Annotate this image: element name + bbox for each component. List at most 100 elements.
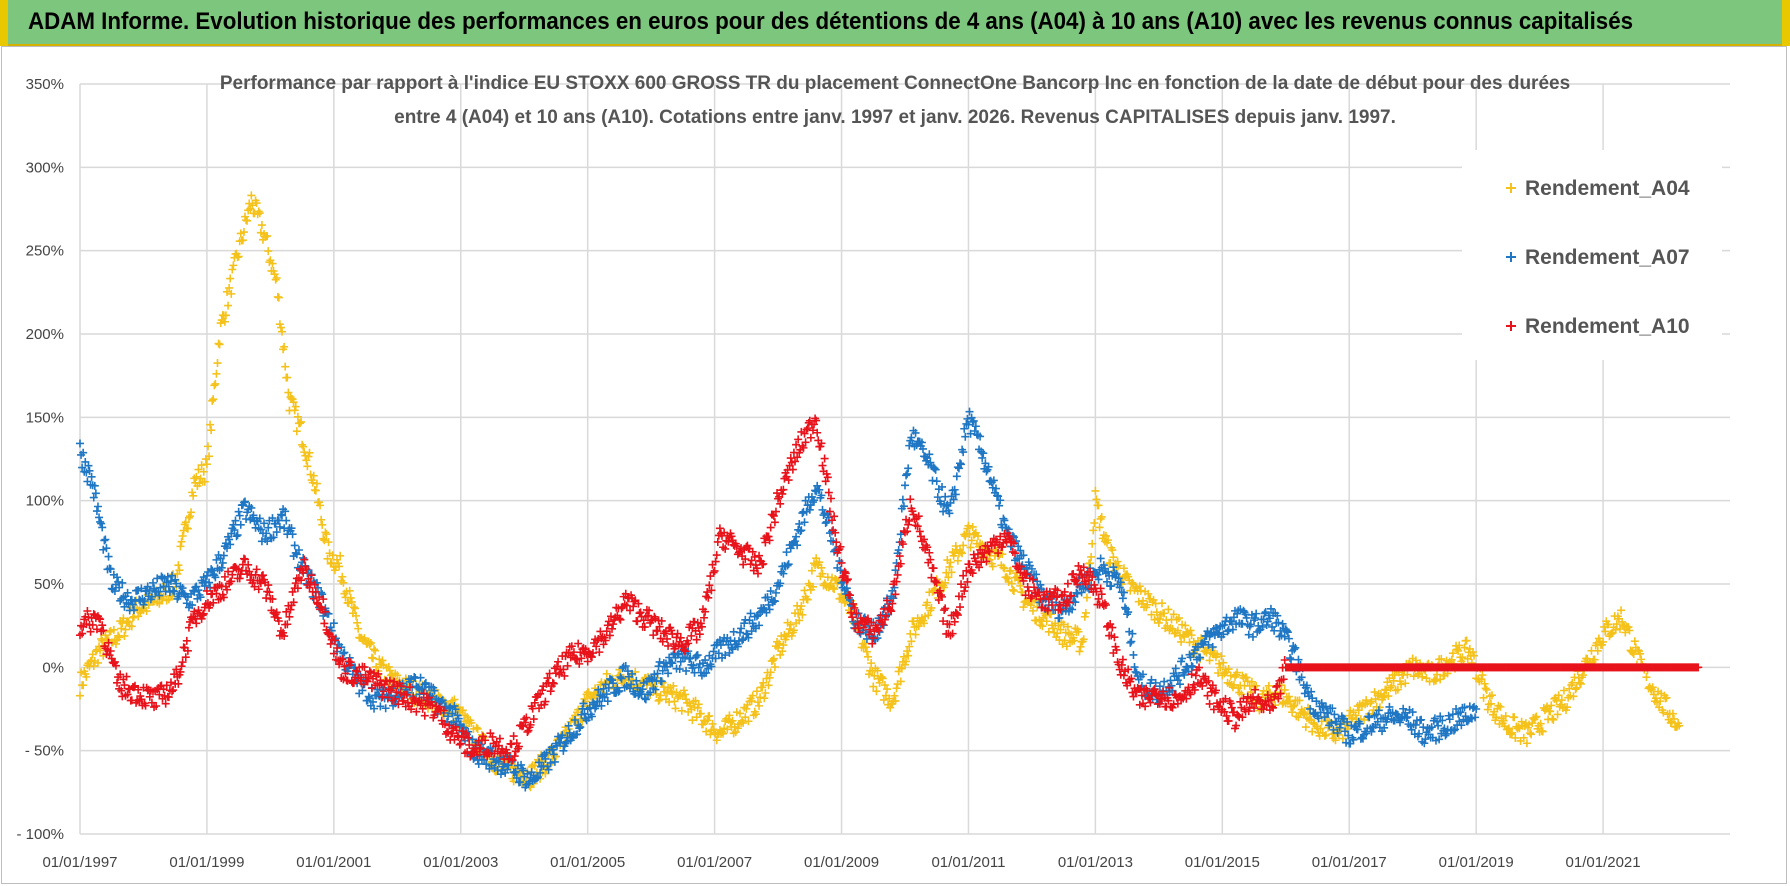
data-point <box>1165 683 1174 692</box>
data-point <box>982 557 991 566</box>
data-point <box>671 704 680 713</box>
data-point <box>874 626 883 635</box>
data-point <box>975 563 984 572</box>
data-point <box>797 602 806 611</box>
data-point <box>957 548 966 557</box>
data-point <box>945 562 954 571</box>
data-point <box>705 711 714 720</box>
data-point <box>430 686 439 695</box>
data-point <box>187 508 196 517</box>
data-point <box>1234 711 1243 720</box>
data-point <box>1510 713 1519 722</box>
data-point <box>1458 653 1467 662</box>
data-point <box>420 711 429 720</box>
data-point <box>938 482 947 491</box>
data-point <box>1258 622 1267 631</box>
data-point <box>819 511 828 520</box>
data-point <box>110 657 119 666</box>
data-point <box>584 688 593 697</box>
data-point <box>1656 697 1665 706</box>
data-point <box>364 692 373 701</box>
data-point <box>328 551 337 560</box>
data-point <box>1215 659 1224 668</box>
data-point <box>1150 685 1159 694</box>
data-point <box>991 484 1000 493</box>
data-point <box>703 588 712 597</box>
data-point <box>1000 516 1009 525</box>
data-point <box>822 517 831 526</box>
data-point <box>1009 586 1018 595</box>
data-point <box>166 678 175 687</box>
data-point <box>304 452 313 461</box>
data-point <box>79 681 88 690</box>
data-point <box>214 339 223 348</box>
data-point <box>964 521 973 530</box>
data-point <box>199 609 208 618</box>
data-point <box>1320 731 1329 740</box>
data-point <box>655 657 664 666</box>
data-point <box>1007 579 1016 588</box>
data-point <box>1274 694 1283 703</box>
data-point <box>601 636 610 645</box>
data-point <box>739 718 748 727</box>
data-point <box>1362 729 1371 738</box>
data-point <box>1198 681 1207 690</box>
data-point <box>603 697 612 706</box>
data-point <box>207 426 216 435</box>
data-point <box>692 635 701 644</box>
data-point <box>1063 579 1072 588</box>
data-point <box>1082 593 1091 602</box>
legend-label: Rendement_A04 <box>1525 177 1690 200</box>
data-point <box>911 630 920 639</box>
data-point <box>1526 729 1535 738</box>
data-point <box>1242 697 1251 706</box>
data-point <box>953 556 962 565</box>
data-point <box>836 566 845 575</box>
data-point <box>830 585 839 594</box>
data-point <box>968 569 977 578</box>
data-point <box>503 765 512 774</box>
data-point <box>1075 647 1084 656</box>
data-point <box>1053 586 1062 595</box>
data-point <box>1224 665 1233 674</box>
data-point <box>217 563 226 572</box>
data-point <box>516 778 524 787</box>
data-point <box>1219 658 1228 667</box>
data-point <box>711 557 720 566</box>
data-point <box>1324 709 1333 718</box>
data-point <box>521 718 530 727</box>
data-point <box>212 369 221 378</box>
data-point <box>1074 561 1083 570</box>
data-point <box>536 768 545 777</box>
data-point <box>1019 551 1028 560</box>
data-point <box>799 443 808 452</box>
data-point <box>98 523 107 532</box>
data-point <box>232 532 241 541</box>
data-point <box>396 689 405 698</box>
data-point <box>867 618 876 627</box>
data-point <box>1549 715 1558 724</box>
data-point <box>712 551 721 560</box>
data-point <box>894 546 903 555</box>
data-point <box>1451 725 1459 734</box>
data-point <box>841 569 850 578</box>
data-point <box>963 414 972 423</box>
data-point <box>960 424 969 433</box>
data-point <box>1009 539 1018 548</box>
data-point <box>617 674 626 683</box>
data-point <box>887 607 896 616</box>
data-point <box>1087 552 1096 561</box>
data-point <box>1092 495 1101 504</box>
data-point <box>682 666 691 675</box>
data-point <box>1177 637 1186 646</box>
data-point <box>638 685 647 694</box>
data-point <box>917 438 926 447</box>
data-point <box>93 658 102 667</box>
data-point <box>1078 573 1087 582</box>
data-point <box>1052 593 1061 602</box>
data-point <box>927 603 936 612</box>
data-point <box>1182 694 1191 703</box>
data-point <box>511 767 520 776</box>
data-point <box>793 541 802 550</box>
y-tick-label: - 100% <box>16 826 64 843</box>
